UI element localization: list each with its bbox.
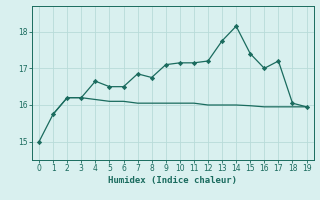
X-axis label: Humidex (Indice chaleur): Humidex (Indice chaleur) — [108, 176, 237, 185]
